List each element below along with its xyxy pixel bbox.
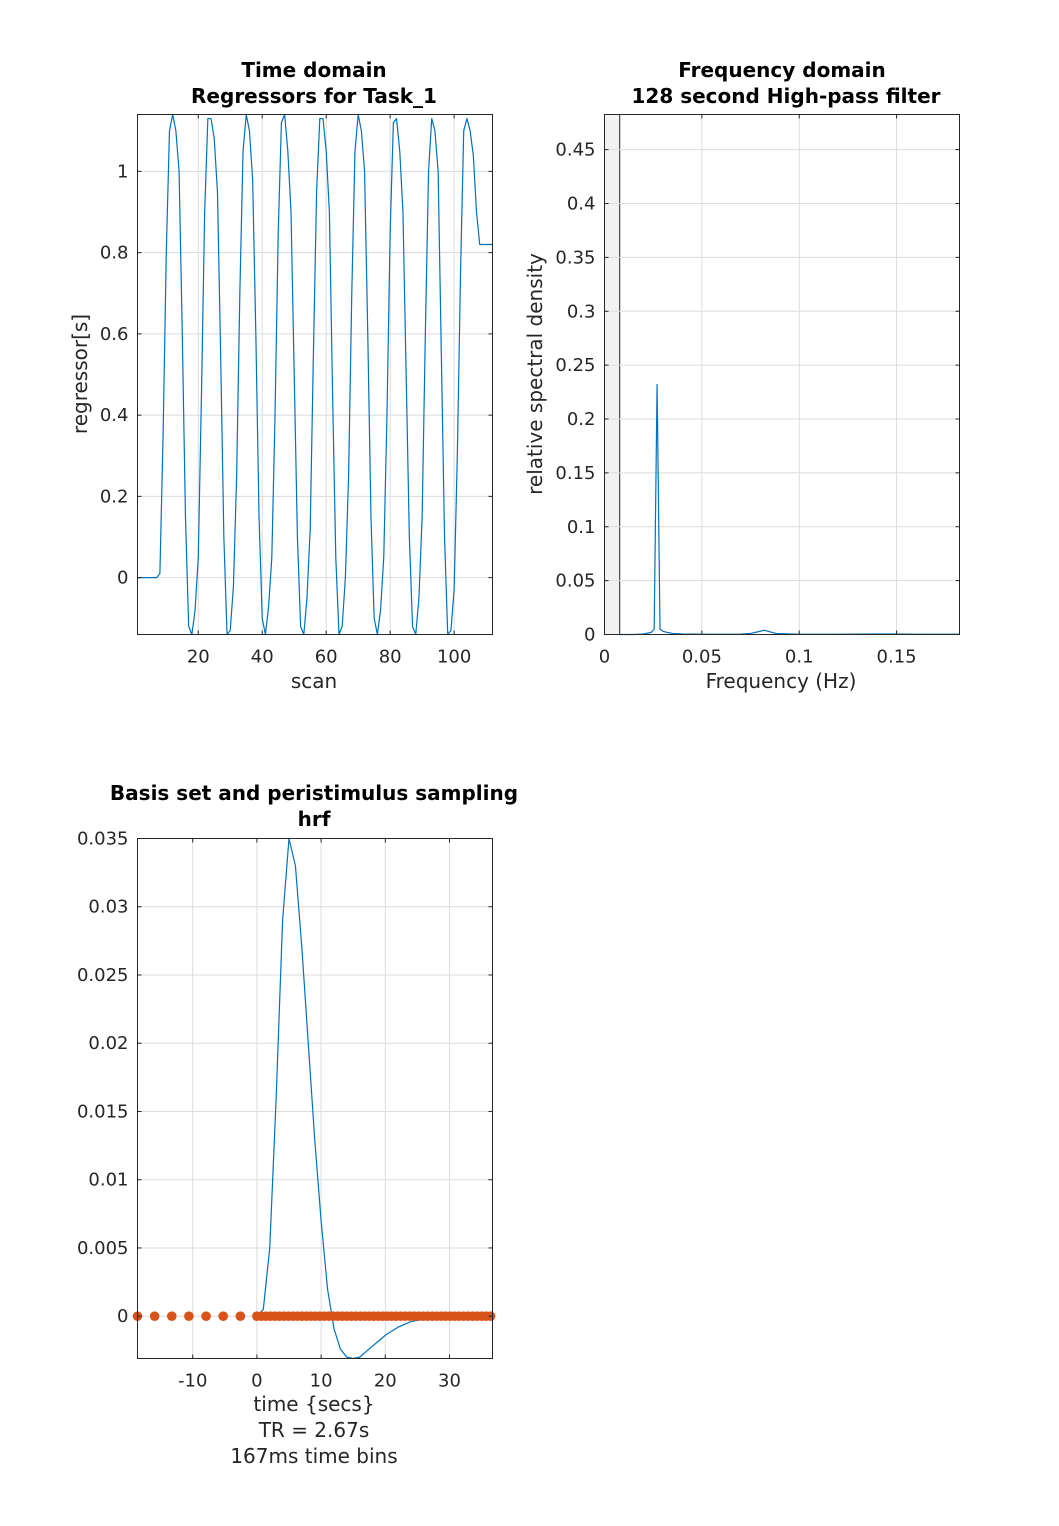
time-ticks: 20 40 60 80 100 0 0.2 0.4 0.6 0.8 1 <box>100 114 493 668</box>
time-ytick-label: 0.4 <box>100 405 129 426</box>
basis-gridlines <box>137 838 493 1359</box>
freq-xtick-label: 0.1 <box>785 647 814 668</box>
freq-ytick-label: 0.2 <box>567 409 596 430</box>
basis-xtick-label: 30 <box>438 1371 461 1392</box>
freq-title-line2: 128 second High-pass filter <box>632 84 941 108</box>
basis-ticks: -10 0 10 20 30 0 0.005 0.01 0.015 0.02 0.025 0.03 0.… <box>77 829 493 1392</box>
time-xtick-label: 100 <box>437 647 471 668</box>
basis-set-axes: Basis set and peristimulus sampling hrf … <box>77 781 518 1468</box>
freq-title-line1: Frequency domain <box>678 58 886 82</box>
highpass-filter-band <box>604 114 621 635</box>
peristimulus-sample-point <box>218 1311 229 1321</box>
basis-xlabel-line1: time {secs} <box>253 1392 374 1416</box>
freq-ytick-label: 0 <box>584 625 595 646</box>
basis-ytick-label: 0.025 <box>77 965 129 986</box>
basis-ytick-label: 0.015 <box>77 1101 129 1122</box>
basis-xtick-label: 20 <box>374 1371 397 1392</box>
time-series-line <box>137 113 493 636</box>
freq-ytick-label: 0.3 <box>567 301 596 322</box>
time-axes-frame <box>137 114 493 635</box>
time-regressor-line <box>137 113 493 636</box>
basis-xlabel-line3: 167ms time bins <box>230 1444 397 1468</box>
time-xtick-label: 20 <box>187 647 210 668</box>
peristimulus-sample-point <box>166 1311 177 1321</box>
freq-gridlines <box>604 114 960 635</box>
basis-xtick-label: 0 <box>251 1371 262 1392</box>
freq-series-line <box>619 383 960 636</box>
time-ytick-label: 0 <box>117 568 128 589</box>
time-xtick-label: 60 <box>315 647 338 668</box>
basis-title-line1: Basis set and peristimulus sampling <box>110 781 518 805</box>
hrf-basis-line <box>256 837 463 1360</box>
freq-ylabel: relative spectral density <box>523 253 547 495</box>
time-xtick-label: 40 <box>251 647 274 668</box>
freq-ytick-label: 0.25 <box>555 355 595 376</box>
basis-ytick-label: 0.02 <box>88 1033 128 1054</box>
freq-ytick-label: 0.05 <box>555 571 595 592</box>
freq-ytick-label: 0.15 <box>555 463 595 484</box>
time-title-line2: Regressors for Task_1 <box>191 84 437 108</box>
basis-xlabel-line2: TR = 2.67s <box>258 1418 370 1442</box>
basis-xtick-label: 10 <box>310 1371 333 1392</box>
basis-ytick-label: 0.03 <box>88 897 128 918</box>
peristimulus-sample-point <box>149 1311 160 1321</box>
time-title-line1: Time domain <box>241 58 386 82</box>
freq-ytick-label: 0.4 <box>567 194 596 215</box>
freq-ytick-label: 0.35 <box>555 247 595 268</box>
peristimulus-sample-point <box>184 1311 194 1321</box>
time-domain-axes: Time domain Regressors for Task_1 20 40 60… <box>68 58 493 693</box>
freq-ytick-label: 0.45 <box>555 140 595 161</box>
frequency-domain-axes: Frequency domain 128 second High-pass fi… <box>523 58 960 693</box>
time-ylabel: regressor[s] <box>68 314 92 434</box>
time-ytick-label: 0.6 <box>100 324 129 345</box>
time-xtick-label: 80 <box>379 647 402 668</box>
freq-axes-frame <box>604 114 960 635</box>
freq-xtick-label: 0.15 <box>877 647 917 668</box>
time-ytick-label: 0.8 <box>100 243 129 264</box>
basis-ytick-label: 0.01 <box>88 1170 128 1191</box>
freq-xlabel: Frequency (Hz) <box>706 669 857 693</box>
freq-ticks: 0 0.05 0.1 0.15 0 0.05 0.1 0.15 0.2 0.25 0.3 0.35 0.… <box>555 114 960 668</box>
time-ytick-label: 0.2 <box>100 486 129 507</box>
basis-ytick-label: 0 <box>117 1306 128 1327</box>
basis-xtick-label: -10 <box>178 1371 207 1392</box>
basis-title-line2: hrf <box>298 807 331 831</box>
basis-ytick-label: 0.005 <box>77 1238 129 1259</box>
freq-ytick-label: 0.1 <box>567 517 596 538</box>
freq-xtick-label: 0.05 <box>682 647 722 668</box>
time-gridlines <box>137 114 493 635</box>
basis-series <box>132 837 496 1360</box>
time-ytick-label: 1 <box>117 161 128 182</box>
time-xlabel: scan <box>291 669 337 693</box>
peristimulus-sample-point <box>201 1311 211 1321</box>
freq-spectral-density-line <box>619 383 960 636</box>
basis-ytick-label: 0.035 <box>77 829 129 850</box>
peristimulus-sample-point <box>235 1311 246 1321</box>
basis-axes-frame <box>137 838 493 1359</box>
freq-xtick-label: 0 <box>599 647 610 668</box>
